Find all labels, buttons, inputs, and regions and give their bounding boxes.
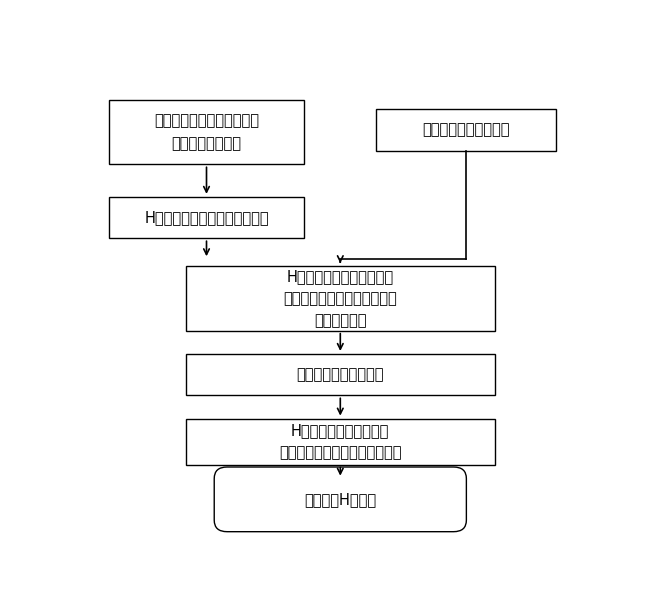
FancyBboxPatch shape: [186, 354, 495, 395]
FancyBboxPatch shape: [186, 419, 495, 464]
FancyBboxPatch shape: [109, 100, 304, 164]
FancyBboxPatch shape: [109, 197, 304, 238]
FancyBboxPatch shape: [186, 266, 495, 331]
Text: H形钢柱的结构振动频率和振型: H形钢柱的结构振动频率和振型: [144, 210, 269, 225]
Text: 动力节段模型风洞试验: 动力节段模型风洞试验: [422, 122, 510, 137]
Text: H形钢柱的腹板开孔方案
包括开孔率、形状、尺寸及位置: H形钢柱的腹板开孔方案 包括开孔率、形状、尺寸及位置: [279, 423, 402, 460]
Text: 新型抗风H形钢柱: 新型抗风H形钢柱: [304, 492, 376, 507]
FancyBboxPatch shape: [214, 467, 466, 532]
Text: 接触网系统结构有限元模型
结构动力特性分析: 接触网系统结构有限元模型 结构动力特性分析: [154, 113, 259, 151]
Text: H形钢柱截面的斯脱罗哈数
涡激振动锁定风速及振动振幅
驰振临界风速: H形钢柱截面的斯脱罗哈数 涡激振动锁定风速及振动振幅 驰振临界风速: [284, 269, 397, 328]
Text: 动力节段模型风洞试验: 动力节段模型风洞试验: [297, 367, 384, 382]
FancyBboxPatch shape: [376, 109, 556, 151]
